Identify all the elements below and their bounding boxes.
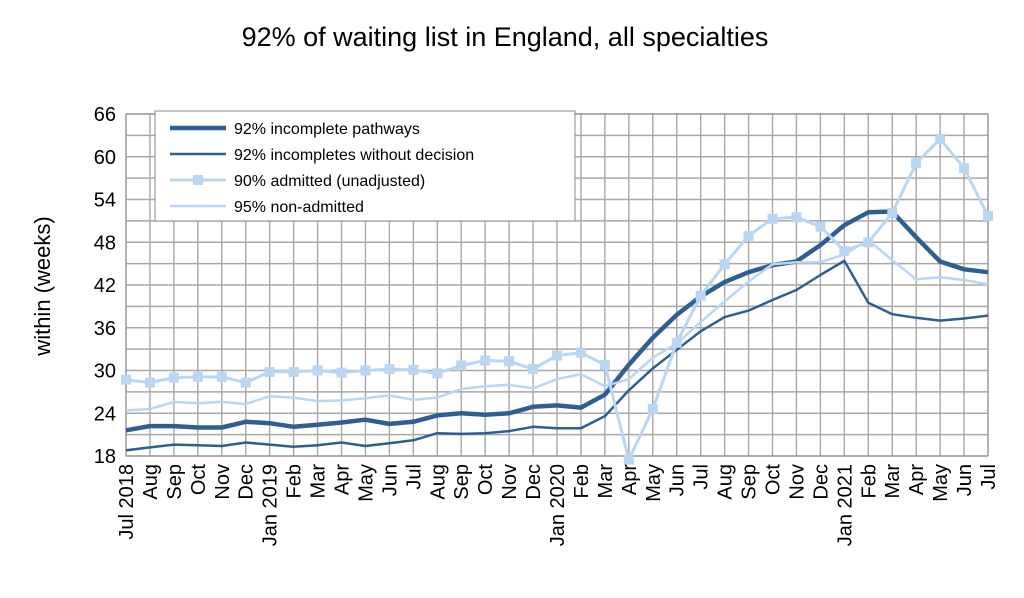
data-point-marker <box>575 347 586 358</box>
data-point-marker <box>336 367 347 378</box>
x-tick-label: Aug <box>715 464 737 500</box>
series-line-92-incompletes-without-decision <box>125 259 989 452</box>
x-tick-label: Nov <box>499 464 521 500</box>
x-tick-label: May <box>643 464 665 502</box>
data-point-marker <box>887 208 898 219</box>
legend-label: 92% incomplete pathways <box>234 121 420 138</box>
data-point-marker <box>216 371 227 382</box>
data-point-marker <box>743 230 754 241</box>
legend-label: 95% non-admitted <box>234 199 364 216</box>
data-point-marker <box>695 290 706 301</box>
data-point-marker <box>480 355 491 366</box>
data-point-marker <box>504 356 515 367</box>
data-point-marker <box>552 350 562 361</box>
data-point-marker <box>719 259 730 270</box>
x-tick-label: Jun <box>667 464 689 496</box>
x-tick-label: Oct <box>763 464 785 496</box>
legend: 92% incomplete pathways 92% incompletes w… <box>154 110 576 222</box>
x-tick-label: Jul <box>978 464 1000 490</box>
data-point-marker <box>863 237 874 248</box>
data-point-marker <box>121 374 131 385</box>
x-tick-label: Apr <box>332 464 354 495</box>
x-tick-label: Jun <box>379 464 401 496</box>
y-tick-label: 36 <box>94 318 116 340</box>
data-point-marker <box>432 368 443 379</box>
y-tick-label: 48 <box>94 232 116 254</box>
x-tick-label: Jan 2020 <box>547 464 569 546</box>
data-point-marker <box>168 372 179 383</box>
y-axis-label: within (weeks) <box>30 216 55 356</box>
x-tick-label: Feb <box>284 464 306 498</box>
y-tick-label: 30 <box>94 361 116 383</box>
x-tick-label: Apr <box>619 464 641 495</box>
y-tick-label: 66 <box>94 104 116 126</box>
data-point-marker <box>815 221 826 232</box>
x-tick-label: Feb <box>858 464 880 498</box>
data-point-marker <box>983 210 993 221</box>
x-tick-label: Aug <box>140 464 162 500</box>
data-point-marker <box>623 454 634 465</box>
data-point-marker <box>599 359 610 370</box>
x-tick-label: Apr <box>906 464 928 495</box>
data-point-marker <box>959 163 970 174</box>
y-axis-ticks: 18 24 30 36 42 48 54 60 66 <box>94 104 116 468</box>
x-tick-label: Dec <box>523 464 545 500</box>
x-tick-label: Sep <box>739 464 761 500</box>
x-tick-label: Aug <box>427 464 449 500</box>
data-point-marker <box>791 212 802 223</box>
data-point-marker <box>312 365 323 376</box>
data-point-marker <box>288 366 299 377</box>
data-point-marker <box>144 377 155 388</box>
data-point-marker <box>240 377 251 388</box>
x-tick-label: Sep <box>451 464 473 500</box>
x-tick-label: Oct <box>188 464 210 496</box>
data-point-marker <box>192 371 203 382</box>
x-tick-label: Jul <box>403 464 425 490</box>
data-point-marker <box>384 364 395 375</box>
y-tick-label: 60 <box>94 147 116 169</box>
legend-label: 92% incompletes without decision <box>234 147 474 164</box>
data-point-marker <box>528 364 539 375</box>
x-tick-label: Nov <box>786 464 808 500</box>
x-tick-label: Feb <box>571 464 593 498</box>
legend-marker <box>193 175 203 185</box>
data-point-marker <box>360 365 371 376</box>
data-point-marker <box>264 366 275 377</box>
x-tick-label: Mar <box>595 464 617 499</box>
y-tick-label: 42 <box>94 275 116 297</box>
x-tick-label: Jul 2018 <box>116 464 138 540</box>
legend-label: 90% admitted (unadjusted) <box>234 173 425 190</box>
data-point-marker <box>839 245 850 256</box>
x-tick-label: Mar <box>308 464 330 499</box>
x-tick-label: Nov <box>212 464 234 500</box>
x-tick-label: May <box>355 464 377 502</box>
data-point-marker <box>647 403 658 414</box>
data-point-marker <box>911 158 922 169</box>
x-tick-label: Mar <box>882 464 904 499</box>
data-point-marker <box>935 133 946 144</box>
y-tick-label: 18 <box>94 446 116 468</box>
x-tick-label: Jan 2021 <box>834 464 856 546</box>
y-tick-label: 24 <box>94 403 116 425</box>
series-line-92-incomplete-pathways <box>125 209 989 433</box>
x-tick-label: Oct <box>475 464 497 496</box>
x-tick-label: Jun <box>954 464 976 496</box>
x-tick-label: Jan 2019 <box>260 464 282 546</box>
x-tick-label: May <box>930 464 952 502</box>
x-tick-label: Jul <box>691 464 713 490</box>
series-layer <box>121 133 993 465</box>
x-tick-label: Dec <box>236 464 258 500</box>
chart-title: 92% of waiting list in England, all spec… <box>242 22 769 52</box>
y-tick-label: 54 <box>94 190 116 212</box>
data-point-marker <box>767 213 778 224</box>
x-tick-label: Sep <box>164 464 186 500</box>
x-axis-ticks: Jul 2018 Aug Sep Oct Nov Dec Jan 2019 Feb Mar Apr… <box>116 464 1000 547</box>
series-line-95-non-admitted <box>125 238 989 412</box>
data-point-marker <box>408 364 419 375</box>
data-point-marker <box>456 360 467 371</box>
x-tick-label: Dec <box>810 464 832 500</box>
